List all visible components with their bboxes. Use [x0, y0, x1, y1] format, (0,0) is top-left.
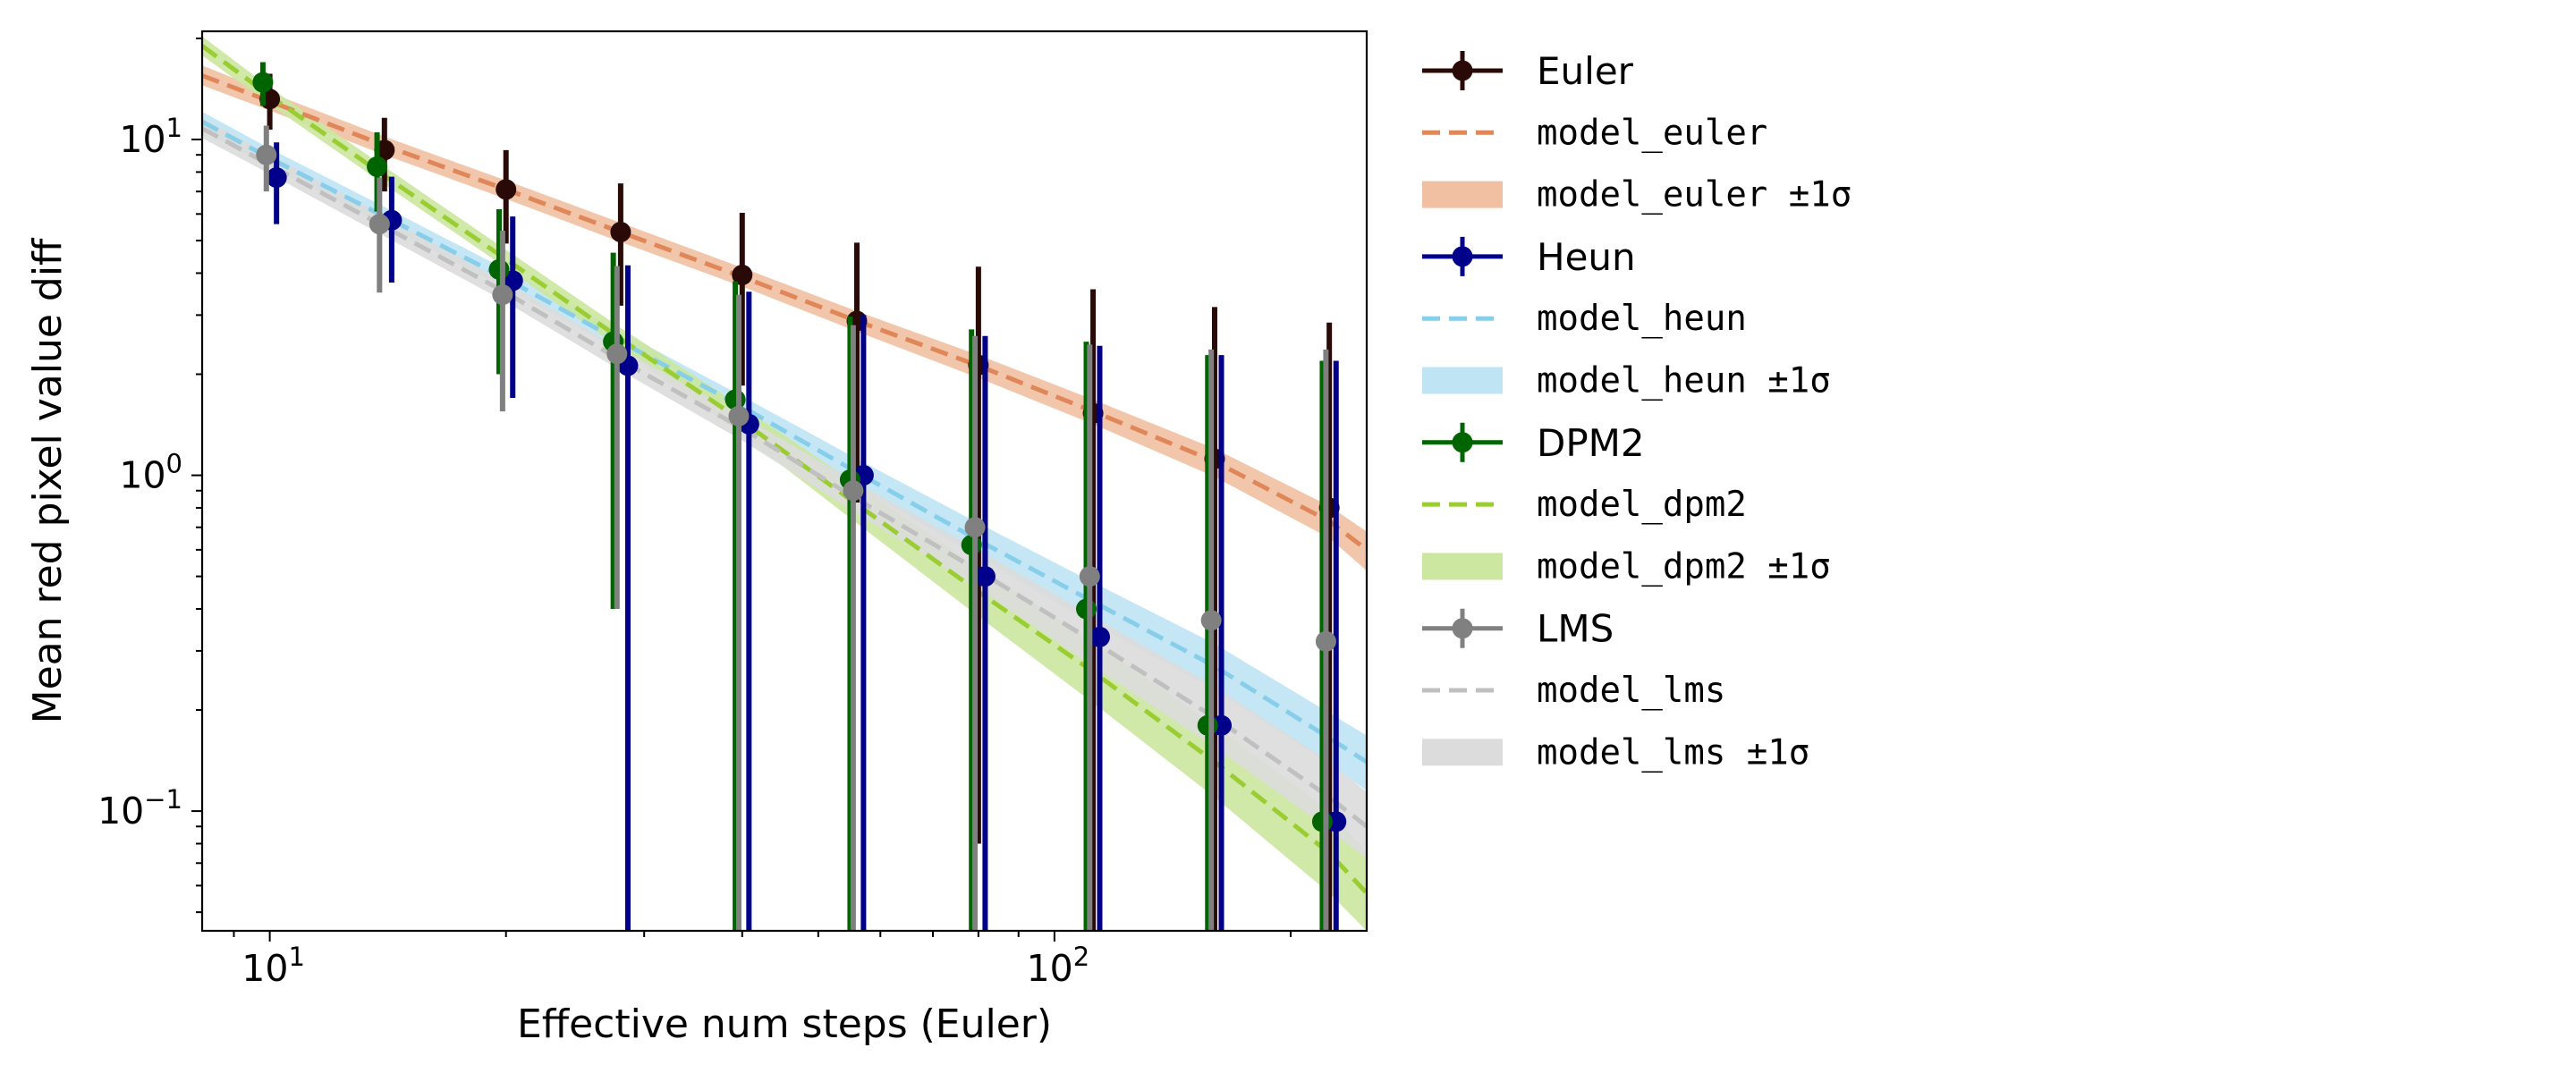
legend-lms-marker — [1452, 618, 1473, 639]
dpm2-point — [488, 258, 510, 280]
model-lines — [202, 44, 1367, 895]
y-axis-label: Mean red pixel value diff — [25, 237, 71, 723]
legend-dpm2-marker — [1452, 432, 1473, 453]
dpm2-point — [1197, 714, 1218, 736]
legend-heun-label: Heun — [1537, 235, 1636, 279]
legend-euler-marker — [1452, 60, 1473, 81]
dpm2-point — [367, 156, 388, 177]
legend-model-heun-label: model_heun — [1537, 299, 1747, 339]
legend-model-euler-band-label: model_euler ±1σ — [1537, 175, 1852, 215]
lms-point — [492, 284, 513, 306]
model-euler-band — [202, 65, 1367, 571]
dpm2-point — [961, 535, 982, 556]
legend: Euler model_euler model_euler ±1σ Heun model… — [1422, 49, 1852, 773]
euler-series — [259, 73, 1340, 931]
legend-dpm2-label: DPM2 — [1537, 421, 1645, 465]
euler-point — [732, 265, 753, 286]
model-heun-line — [202, 119, 1367, 765]
x-axis-label: Effective num steps (Euler) — [517, 1001, 1052, 1047]
dpm2-point — [1076, 598, 1097, 620]
legend-lms-label: LMS — [1537, 607, 1614, 651]
heun-point — [974, 566, 996, 587]
legend-euler-label: Euler — [1537, 49, 1634, 93]
euler-point — [496, 179, 517, 200]
legend-model-euler-band-swatch — [1422, 181, 1503, 208]
dpm2-point — [252, 72, 274, 93]
legend-model-dpm2-label: model_dpm2 — [1537, 485, 1747, 525]
legend-model-heun-band-swatch — [1422, 367, 1503, 394]
legend-model-lms-band-label: model_lms ±1σ — [1537, 732, 1809, 773]
lms-point — [1079, 566, 1100, 587]
lms-point — [1200, 610, 1222, 631]
lms-point — [256, 144, 277, 165]
heun-point — [1089, 626, 1110, 647]
model-euler-line — [202, 73, 1367, 552]
lms-point — [728, 405, 750, 427]
euler-point — [610, 222, 631, 243]
legend-model-heun-band-label: model_heun ±1σ — [1537, 361, 1831, 401]
dpm2-point — [1311, 811, 1333, 832]
y-tick-label: 101 — [119, 113, 182, 161]
axes: 101 102 10−1 100 101 — [97, 37, 1292, 990]
y-tick-label: 100 — [119, 449, 182, 497]
lms-point — [606, 343, 628, 365]
legend-model-lms-band-swatch — [1422, 739, 1503, 766]
dpm2-series — [252, 62, 1333, 931]
legend-heun-marker — [1452, 246, 1473, 267]
x-tick-label: 101 — [242, 942, 305, 990]
model-lms-band — [202, 117, 1367, 859]
lms-point — [1315, 630, 1336, 652]
lms-series — [256, 125, 1336, 931]
model-bands — [202, 36, 1367, 931]
data-points — [252, 62, 1347, 931]
lms-point — [369, 214, 390, 235]
model-lms-line — [202, 126, 1367, 829]
heun-point — [266, 167, 287, 189]
legend-model-dpm2-band-label: model_dpm2 ±1σ — [1537, 546, 1831, 587]
y-tick-label: 10−1 — [97, 784, 182, 832]
lms-point — [843, 480, 864, 502]
legend-model-dpm2-band-swatch — [1422, 553, 1503, 580]
legend-model-lms-label: model_lms — [1537, 671, 1725, 711]
legend-model-euler-label: model_euler — [1537, 113, 1767, 153]
x-tick-label: 102 — [1027, 942, 1090, 990]
lms-point — [964, 517, 986, 538]
plot-frame — [200, 30, 1368, 933]
heun-series — [266, 142, 1347, 931]
model-dpm2-band — [202, 36, 1367, 931]
